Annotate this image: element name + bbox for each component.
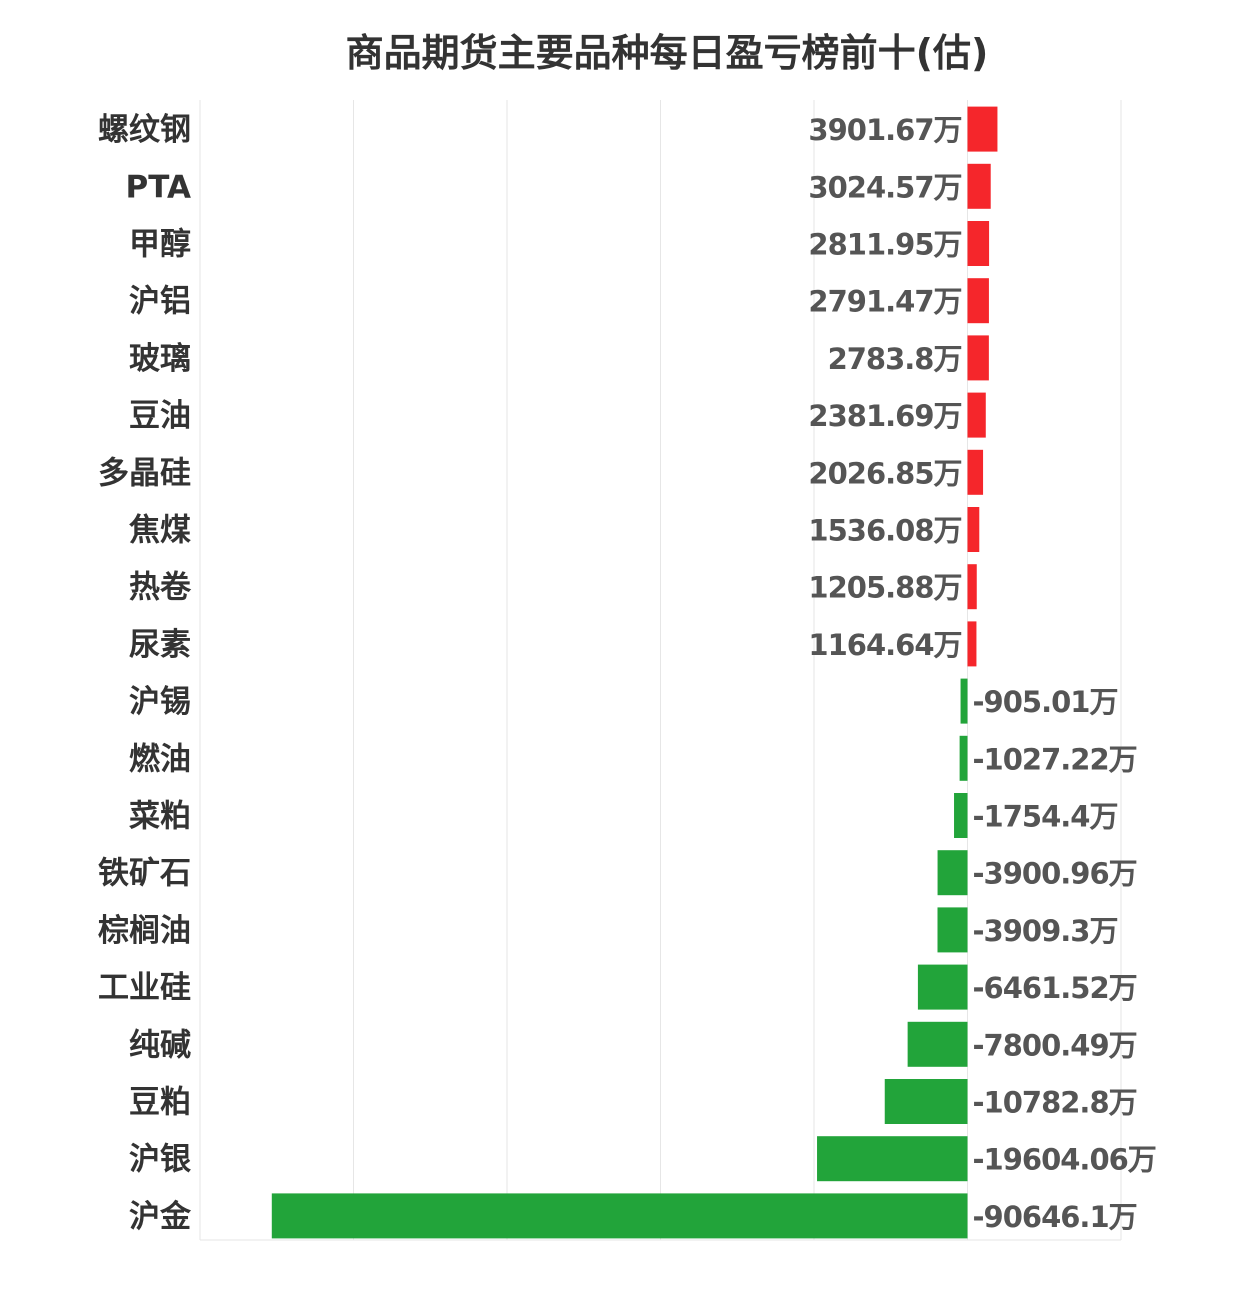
category-label: 豆油 xyxy=(129,398,191,434)
category-label: 燃油 xyxy=(129,741,191,777)
bar xyxy=(960,678,968,724)
category-label: 棕榈油 xyxy=(98,913,191,949)
value-label: 1164.64万 xyxy=(808,628,961,662)
value-label: -10782.8万 xyxy=(973,1086,1137,1120)
value-label: -1754.4万 xyxy=(973,800,1118,834)
category-label: 玻璃 xyxy=(129,341,191,377)
bar xyxy=(817,1136,968,1182)
bar xyxy=(967,163,991,209)
category-label: 沪铝 xyxy=(129,284,191,320)
category-label: PTA xyxy=(126,169,191,205)
category-label: 豆粕 xyxy=(129,1085,191,1121)
bar xyxy=(967,278,989,324)
bar xyxy=(937,850,968,896)
category-label: 焦煤 xyxy=(129,513,191,549)
value-label: 1536.08万 xyxy=(808,514,961,548)
value-label: -1027.22万 xyxy=(973,742,1137,776)
value-label: -6461.52万 xyxy=(973,971,1137,1005)
value-label: -7800.49万 xyxy=(973,1028,1137,1062)
value-label: -3909.3万 xyxy=(973,914,1118,948)
category-label: 纯碱 xyxy=(129,1027,191,1063)
category-label: 尿素 xyxy=(129,627,191,663)
bar xyxy=(959,735,968,781)
bar xyxy=(967,335,989,381)
value-label: 2811.95万 xyxy=(808,228,961,262)
chart-title: 商品期货主要品种每日盈亏榜前十(估) xyxy=(345,31,989,75)
bar xyxy=(271,1193,968,1239)
bar xyxy=(967,106,998,152)
value-label: -90646.1万 xyxy=(973,1200,1137,1234)
bar xyxy=(907,1021,968,1067)
value-label: 2026.85万 xyxy=(808,456,961,490)
value-label: 1205.88万 xyxy=(808,571,961,605)
category-label: 工业硅 xyxy=(98,970,191,1006)
category-label: 螺纹钢 xyxy=(98,112,191,148)
bar xyxy=(884,1079,968,1124)
category-label: 菜粕 xyxy=(129,799,191,835)
value-label: -3900.96万 xyxy=(973,857,1137,891)
bar xyxy=(967,621,977,667)
bar xyxy=(967,449,984,495)
bar xyxy=(954,793,968,838)
category-label: 多晶硅 xyxy=(98,455,191,491)
category-label: 铁矿石 xyxy=(98,856,191,892)
value-label: 3901.67万 xyxy=(808,113,961,147)
category-label: 沪锡 xyxy=(129,684,191,720)
value-label: -905.01万 xyxy=(973,685,1118,719)
bar xyxy=(937,907,968,953)
value-label: 2783.8万 xyxy=(828,342,962,376)
category-label: 沪银 xyxy=(129,1142,191,1178)
category-label: 甲醇 xyxy=(129,227,191,263)
bar xyxy=(967,564,977,610)
bar xyxy=(967,392,986,438)
category-label: 沪金 xyxy=(129,1199,192,1235)
value-label: -19604.06万 xyxy=(973,1143,1156,1177)
value-label: 2791.47万 xyxy=(808,285,961,319)
category-label: 热卷 xyxy=(129,570,192,606)
bar xyxy=(967,507,980,552)
bar xyxy=(967,221,990,266)
value-label: 2381.69万 xyxy=(808,399,961,433)
bar xyxy=(917,964,968,1010)
value-label: 3024.57万 xyxy=(808,170,961,204)
